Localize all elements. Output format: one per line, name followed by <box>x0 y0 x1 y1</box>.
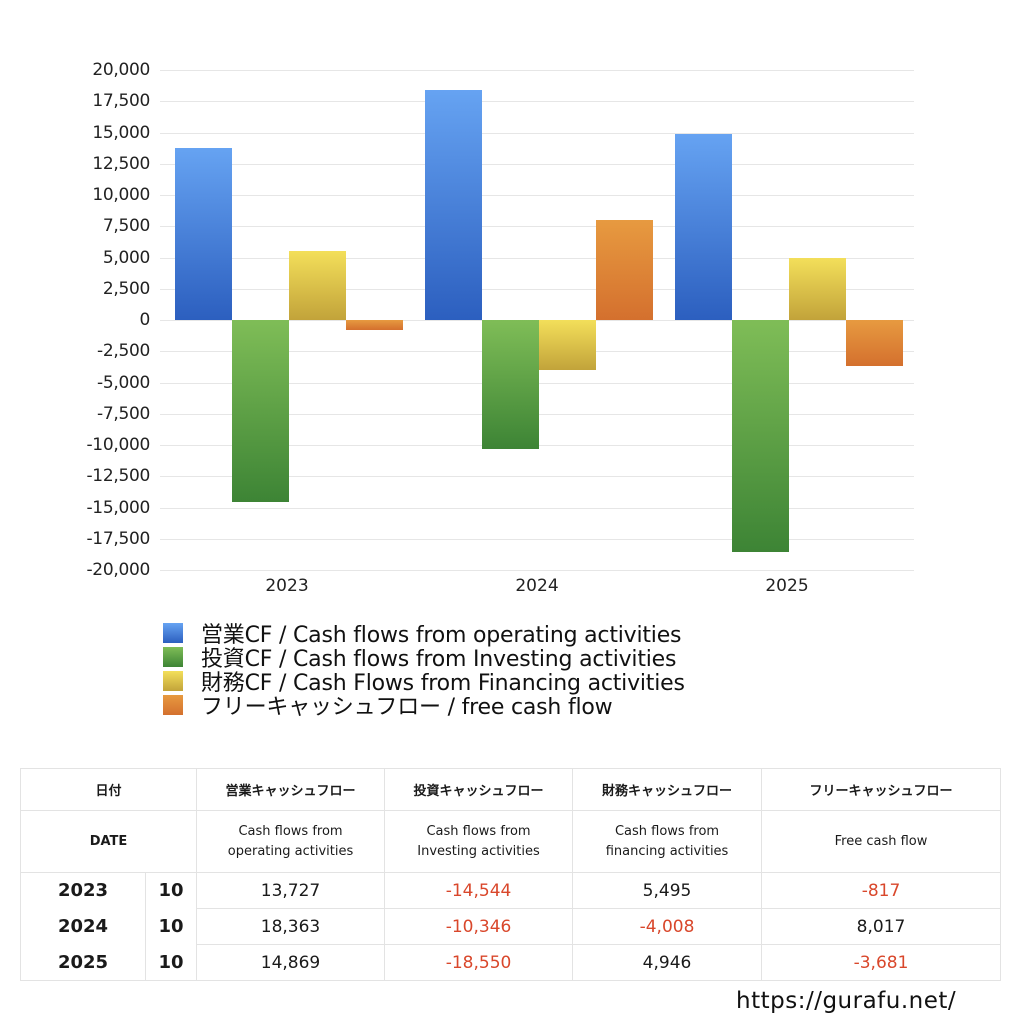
y-tick-label: -20,000 <box>86 560 150 580</box>
legend-label: フリーキャッシュフロー / free cash flow <box>201 695 613 720</box>
header-operating-jp: 営業キャッシュフロー <box>196 768 386 811</box>
gridline <box>160 163 914 165</box>
operating-cell: 13,727 <box>196 872 386 909</box>
year-cell: 2023 <box>20 872 146 909</box>
gridline <box>160 226 914 228</box>
bar-2025-series-1 <box>732 320 789 552</box>
header-investing-jp: 投資キャッシュフロー <box>384 768 574 811</box>
legend-item-free: フリーキャッシュフロー / free cash flow <box>163 693 685 720</box>
header-line: Investing activities <box>417 843 540 859</box>
bar-2023-series-0 <box>175 148 232 320</box>
y-tick-label: -2,500 <box>96 341 150 362</box>
y-tick-label: -7,500 <box>96 403 150 424</box>
operating-cell: 14,869 <box>196 944 386 981</box>
header-line: Cash flows from <box>614 823 720 839</box>
gridline <box>160 132 914 134</box>
year-cell: 2025 <box>20 944 146 981</box>
site-url: https://gurafu.net/ <box>736 988 957 1014</box>
bar-2024-series-0 <box>425 90 482 320</box>
cash-flow-table: 日付 営業キャッシュフロー 投資キャッシュフロー 財務キャッシュフロー フリーキ… <box>19 768 1002 981</box>
header-date-jp: 日付 <box>19 768 198 811</box>
bar-2023-series-1 <box>232 320 289 502</box>
y-tick-label: 15,000 <box>92 122 150 143</box>
free-cell: 8,017 <box>761 908 1002 945</box>
financing-cell: 5,495 <box>572 872 763 909</box>
y-tick-label: 2,500 <box>102 278 150 299</box>
free-cell: -3,681 <box>761 944 1002 981</box>
gridline <box>160 70 914 71</box>
chart-legend: 営業CF / Cash flows from operating activit… <box>163 621 685 720</box>
financing-cell: -4,008 <box>572 908 763 945</box>
legend-item-operating: 営業CF / Cash flows from operating activit… <box>163 621 685 648</box>
gridline <box>160 288 914 290</box>
table-row: 2024 10 18,363 -10,346 -4,008 8,017 <box>20 908 1002 945</box>
y-tick-label: 0 <box>139 310 150 330</box>
investing-cell: -14,544 <box>384 872 574 909</box>
gridline <box>160 476 914 478</box>
header-investing-en: Cash flows from Investing activities <box>384 810 574 873</box>
header-financing-jp: 財務キャッシュフロー <box>572 768 763 811</box>
gridline <box>160 538 914 540</box>
y-tick-label: -12,500 <box>86 466 150 487</box>
legend-swatch-investing <box>163 647 183 667</box>
y-tick-label: 5,000 <box>102 247 150 268</box>
header-line: financing activities <box>605 843 729 859</box>
gridline <box>160 570 914 571</box>
gridline <box>160 195 914 196</box>
legend-label: 投資CF / Cash flows from Investing activit… <box>201 647 677 672</box>
bar-2025-series-2 <box>789 258 846 320</box>
header-line: Cash flows from <box>238 823 343 839</box>
y-tick-label: 20,000 <box>92 60 150 80</box>
header-free-jp: フリーキャッシュフロー <box>761 768 1002 811</box>
table-header-en: DATE Cash flows from operating activities… <box>19 810 1002 873</box>
legend-item-investing: 投資CF / Cash flows from Investing activit… <box>163 645 685 672</box>
free-cell: -817 <box>761 872 1002 909</box>
investing-cell: -18,550 <box>384 944 574 981</box>
month-cell: 10 <box>144 944 198 981</box>
gridline <box>160 101 914 103</box>
year-cell: 2024 <box>20 908 146 945</box>
header-line: Cash flows from <box>426 823 531 839</box>
legend-swatch-free <box>163 695 183 715</box>
bar-2025-series-0 <box>675 134 732 320</box>
y-tick-label: 10,000 <box>92 185 150 205</box>
x-tick-label: 2024 <box>515 576 559 596</box>
legend-item-financing: 財務CF / Cash Flows from Financing activit… <box>163 669 685 696</box>
month-cell: 10 <box>144 908 198 945</box>
header-operating-en: Cash flows from operating activities <box>196 810 386 873</box>
bar-2024-series-3 <box>596 219 653 320</box>
y-tick-label: 12,500 <box>92 153 150 174</box>
table-header-jp: 日付 営業キャッシュフロー 投資キャッシュフロー 財務キャッシュフロー フリーキ… <box>19 768 1002 811</box>
y-tick-label: -17,500 <box>86 528 150 549</box>
bar-2024-series-2 <box>539 320 596 371</box>
legend-swatch-operating <box>163 623 183 643</box>
header-financing-en: Cash flows from financing activities <box>572 810 763 873</box>
legend-swatch-financing <box>163 671 183 691</box>
y-tick-label: 17,500 <box>92 91 150 112</box>
x-tick-label: 2023 <box>265 576 309 596</box>
bar-2024-series-1 <box>482 320 539 450</box>
investing-cell: -10,346 <box>384 908 574 945</box>
bar-2023-series-2 <box>289 251 346 320</box>
table-row: 2023 10 13,727 -14,544 5,495 -817 <box>20 872 1002 909</box>
operating-cell: 18,363 <box>196 908 386 945</box>
y-tick-label: -5,000 <box>96 372 150 393</box>
gridline <box>160 257 914 259</box>
x-tick-label: 2025 <box>765 576 809 596</box>
header-date-en: DATE <box>19 810 198 873</box>
y-tick-label: 7,500 <box>102 216 150 237</box>
gridline <box>160 507 914 509</box>
bar-2023-series-3 <box>346 320 403 331</box>
legend-label: 財務CF / Cash Flows from Financing activit… <box>201 671 685 696</box>
y-tick-label: -10,000 <box>86 435 150 455</box>
header-free-en: Free cash flow <box>761 810 1002 873</box>
header-line: operating activities <box>227 843 354 859</box>
legend-label: 営業CF / Cash flows from operating activit… <box>201 623 682 648</box>
table-row: 2025 10 14,869 -18,550 4,946 -3,681 <box>20 944 1002 981</box>
cash-flow-bar-chart: 20,000 17,500 15,000 12,500 10,000 7,500 5,000… <box>86 60 914 596</box>
month-cell: 10 <box>144 872 198 909</box>
financing-cell: 4,946 <box>572 944 763 981</box>
y-tick-label: -15,000 <box>86 497 150 518</box>
bar-2025-series-3 <box>846 320 903 366</box>
